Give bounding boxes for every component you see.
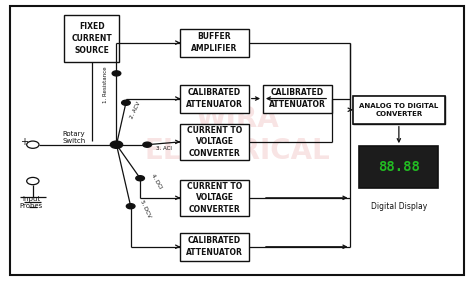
Text: CALIBRATED
ATTENUATOR: CALIBRATED ATTENUATOR [186, 88, 243, 109]
Circle shape [122, 100, 130, 105]
Text: CURRENT TO
VOLTAGE
CONVERTER: CURRENT TO VOLTAGE CONVERTER [187, 182, 242, 214]
Text: 4. DCI: 4. DCI [150, 173, 163, 189]
Bar [180, 233, 249, 261]
Bar [64, 15, 119, 62]
Bar [353, 96, 445, 124]
Bar [180, 29, 249, 56]
Bar [180, 124, 249, 160]
Text: FIXED
CURRENT
SOURCE: FIXED CURRENT SOURCE [71, 22, 112, 55]
Bar [263, 85, 331, 112]
Bar [180, 85, 249, 112]
Circle shape [127, 204, 135, 209]
Text: Rotary
Switch: Rotary Switch [62, 131, 86, 144]
Bar [180, 180, 249, 216]
Text: 5. DCV: 5. DCV [138, 200, 151, 219]
Bar [359, 146, 438, 188]
Text: Input
Probes: Input Probes [20, 196, 43, 209]
Text: WIRA
ELECTRICAL: WIRA ELECTRICAL [144, 105, 330, 165]
Text: 2. ACV: 2. ACV [129, 101, 141, 119]
Circle shape [143, 142, 152, 147]
Circle shape [112, 71, 121, 76]
Text: CALIBRATED
ATTENUATOR: CALIBRATED ATTENUATOR [186, 236, 243, 257]
Bar [353, 96, 445, 124]
Text: BUFFER
AMPLIFIER: BUFFER AMPLIFIER [191, 32, 238, 53]
Text: CURRENT TO
VOLTAGE
CONVERTER: CURRENT TO VOLTAGE CONVERTER [187, 126, 242, 158]
Circle shape [110, 141, 123, 148]
Text: CALIBRATED
ATTENUATOR: CALIBRATED ATTENUATOR [269, 88, 326, 109]
Text: +: + [20, 137, 28, 147]
Text: 88.88: 88.88 [378, 160, 419, 174]
Text: Digital Display: Digital Display [371, 202, 427, 211]
Text: 1. Resistance: 1. Resistance [103, 66, 108, 103]
Text: ANALOG TO DIGITAL
CONVERTER: ANALOG TO DIGITAL CONVERTER [359, 103, 438, 117]
Text: 3. ACI: 3. ACI [156, 146, 172, 151]
Circle shape [136, 176, 145, 181]
